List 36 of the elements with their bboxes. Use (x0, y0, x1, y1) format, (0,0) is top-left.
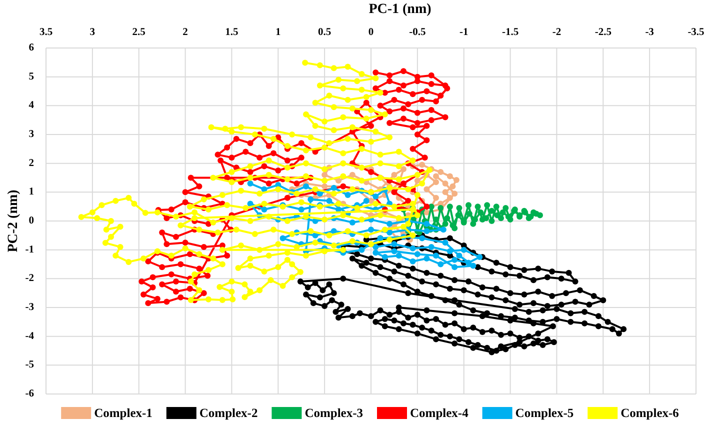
y-tick-label: 3 (28, 129, 34, 140)
legend-label: Complex-3 (304, 406, 364, 420)
y-tick-label: -5 (25, 360, 34, 371)
legend-label: Complex-6 (620, 406, 679, 420)
x-tick-label: 3 (90, 27, 96, 38)
y-tick-label: -6 (25, 388, 34, 400)
x-tick-label: -1 (459, 27, 468, 38)
y-axis-title: PC-2 (nm) (6, 189, 21, 252)
y-tick-label: -3 (25, 302, 34, 313)
y-tick-label: -2 (25, 273, 34, 284)
x-tick-label: 0.5 (318, 27, 332, 38)
legend-label: Complex-4 (410, 406, 470, 420)
x-tick-label: 0 (368, 27, 374, 38)
x-tick-label: 1 (276, 27, 281, 38)
x-tick-label: -2 (552, 27, 562, 38)
legend-label: Complex-1 (94, 406, 152, 420)
x-tick-label: -1.5 (502, 27, 519, 38)
x-tick-label: 1.5 (225, 27, 238, 38)
y-tick-label: 6 (28, 42, 34, 54)
x-axis-title: PC-1 (nm) (368, 2, 432, 17)
legend-label: Complex-5 (515, 406, 574, 420)
y-tick-label: 4 (28, 100, 35, 112)
x-tick-label: 2 (182, 27, 188, 38)
y-tick-label: 5 (28, 71, 34, 82)
x-tick-label: -0.5 (409, 27, 426, 38)
y-tick-label: 2 (28, 158, 34, 169)
y-tick-label: -1 (25, 244, 34, 256)
y-tick-label: 0 (28, 216, 34, 226)
y-tick-label: 1 (28, 186, 34, 198)
x-tick-label: -3.5 (688, 27, 704, 38)
legend-label: Complex-2 (199, 406, 258, 420)
x-tick-label: -3 (645, 27, 654, 38)
x-tick-label: 3.5 (39, 27, 53, 38)
x-tick-label: 2.5 (132, 27, 146, 38)
y-tick-label: -4 (25, 330, 35, 342)
x-tick-label: -2.5 (594, 27, 612, 38)
